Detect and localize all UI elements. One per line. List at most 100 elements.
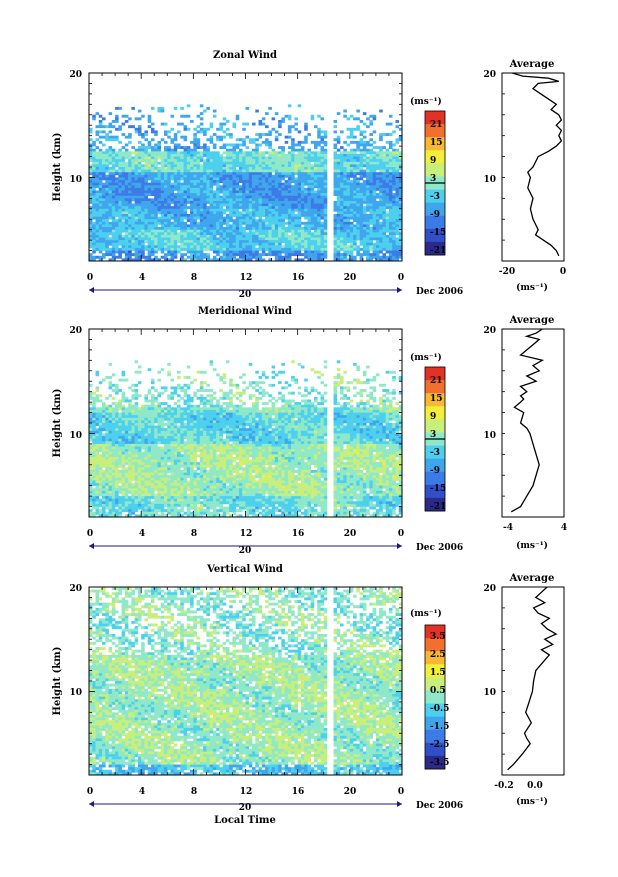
heatmap-cell: [255, 167, 259, 170]
heatmap-cell: [334, 130, 338, 133]
heatmap-cell: [275, 240, 279, 243]
heatmap-cell: [131, 162, 135, 165]
heatmap-cell: [242, 240, 246, 243]
heatmap-cell: [265, 392, 269, 395]
heatmap-cell: [353, 185, 357, 188]
heatmap-cell: [112, 217, 116, 220]
heatmap-cell: [184, 235, 188, 238]
heatmap-cell: [317, 177, 321, 180]
heatmap-cell: [392, 183, 396, 186]
heatmap-cell: [395, 217, 399, 220]
heatmap-cell: [272, 405, 276, 408]
heatmap-cell: [125, 144, 129, 147]
heatmap-cell: [285, 240, 289, 243]
heatmap-cell: [180, 235, 184, 238]
heatmap-cell: [236, 183, 240, 186]
heatmap-cell: [265, 209, 269, 212]
heatmap-cell: [268, 394, 272, 397]
heatmap-cell: [184, 125, 188, 128]
heatmap-cell: [203, 214, 207, 217]
heatmap-cell: [171, 224, 175, 227]
heatmap-cell: [317, 151, 321, 154]
heatmap-cell: [151, 235, 155, 238]
heatmap-cell: [275, 157, 279, 160]
heatmap-cell: [337, 209, 341, 212]
heatmap-cell: [138, 232, 142, 235]
heatmap-cell: [151, 238, 155, 241]
heatmap-cell: [171, 149, 175, 152]
heatmap-cell: [128, 117, 132, 120]
heatmap-cell: [278, 217, 282, 220]
heatmap-cell: [353, 232, 357, 235]
heatmap-cell: [363, 248, 367, 251]
heatmap-cell: [105, 230, 109, 233]
heatmap-cell: [369, 206, 373, 209]
heatmap-cell: [360, 157, 364, 160]
heatmap-cell: [376, 230, 380, 233]
heatmap-cell: [242, 123, 246, 126]
heatmap-cell: [324, 407, 328, 410]
heatmap-cell: [350, 128, 354, 131]
heatmap-cell: [301, 198, 305, 201]
heatmap-cell: [112, 180, 116, 183]
heatmap-cell: [356, 191, 360, 194]
heatmap-cell: [148, 400, 152, 403]
heatmap-cell: [307, 209, 311, 212]
heatmap-cell: [138, 130, 142, 133]
heatmap-cell: [112, 149, 116, 152]
heatmap-cell: [197, 217, 201, 220]
heatmap-cell: [304, 400, 308, 403]
heatmap-cell: [157, 206, 161, 209]
heatmap-cell: [272, 183, 276, 186]
heatmap-cell: [395, 253, 399, 256]
heatmap-cell: [131, 253, 135, 256]
heatmap-cell: [216, 211, 220, 214]
heatmap-cell: [369, 214, 373, 217]
heatmap-cell: [135, 397, 139, 400]
heatmap-cell: [288, 407, 292, 410]
heatmap-cell: [102, 253, 106, 256]
cbtick-zonal-3: 3: [430, 174, 436, 184]
heatmap-cell: [210, 389, 214, 392]
heatmap-cell: [148, 154, 152, 157]
heatmap-cell: [343, 407, 347, 410]
heatmap-cell: [102, 157, 106, 160]
heatmap-cell: [379, 162, 383, 165]
heatmap-cell: [340, 405, 344, 408]
heatmap-cell: [307, 151, 311, 154]
heatmap-cell: [252, 386, 256, 389]
heatmap-cell: [376, 211, 380, 214]
heatmap-cell: [304, 138, 308, 141]
heatmap-cell: [301, 407, 305, 410]
heatmap-cell: [343, 201, 347, 204]
heatmap-cell: [252, 175, 256, 178]
heatmap-cell: [317, 136, 321, 139]
heatmap-cell: [141, 243, 145, 246]
cbtick-zonal-15: 15: [430, 138, 443, 148]
heatmap-cell: [262, 240, 266, 243]
heatmap-cell: [190, 206, 194, 209]
heatmap-cell: [304, 183, 308, 186]
heatmap-cell: [125, 172, 129, 175]
heatmap-cell: [376, 256, 380, 259]
heatmap-cell: [187, 232, 191, 235]
heatmap-cell: [379, 180, 383, 183]
heatmap-cell: [144, 188, 148, 191]
heatmap-cell: [206, 138, 210, 141]
heatmap-cell: [128, 222, 132, 225]
heatmap-cell: [366, 193, 370, 196]
heatmap-cell: [376, 206, 380, 209]
heatmap-cell: [376, 146, 380, 149]
heatmap-cell: [249, 185, 253, 188]
heatmap-cell: [96, 245, 100, 248]
heatmap-cell: [392, 217, 396, 220]
heatmap-cell: [373, 235, 377, 238]
heatmap-cell: [229, 133, 233, 136]
heatmap-cell: [265, 230, 269, 233]
heatmap-cell: [272, 151, 276, 154]
heatmap-cell: [281, 363, 285, 366]
heatmap-cell: [148, 368, 152, 371]
heatmap-cell: [356, 164, 360, 167]
heatmap-cell: [311, 222, 315, 225]
heatmap-cell: [347, 240, 351, 243]
